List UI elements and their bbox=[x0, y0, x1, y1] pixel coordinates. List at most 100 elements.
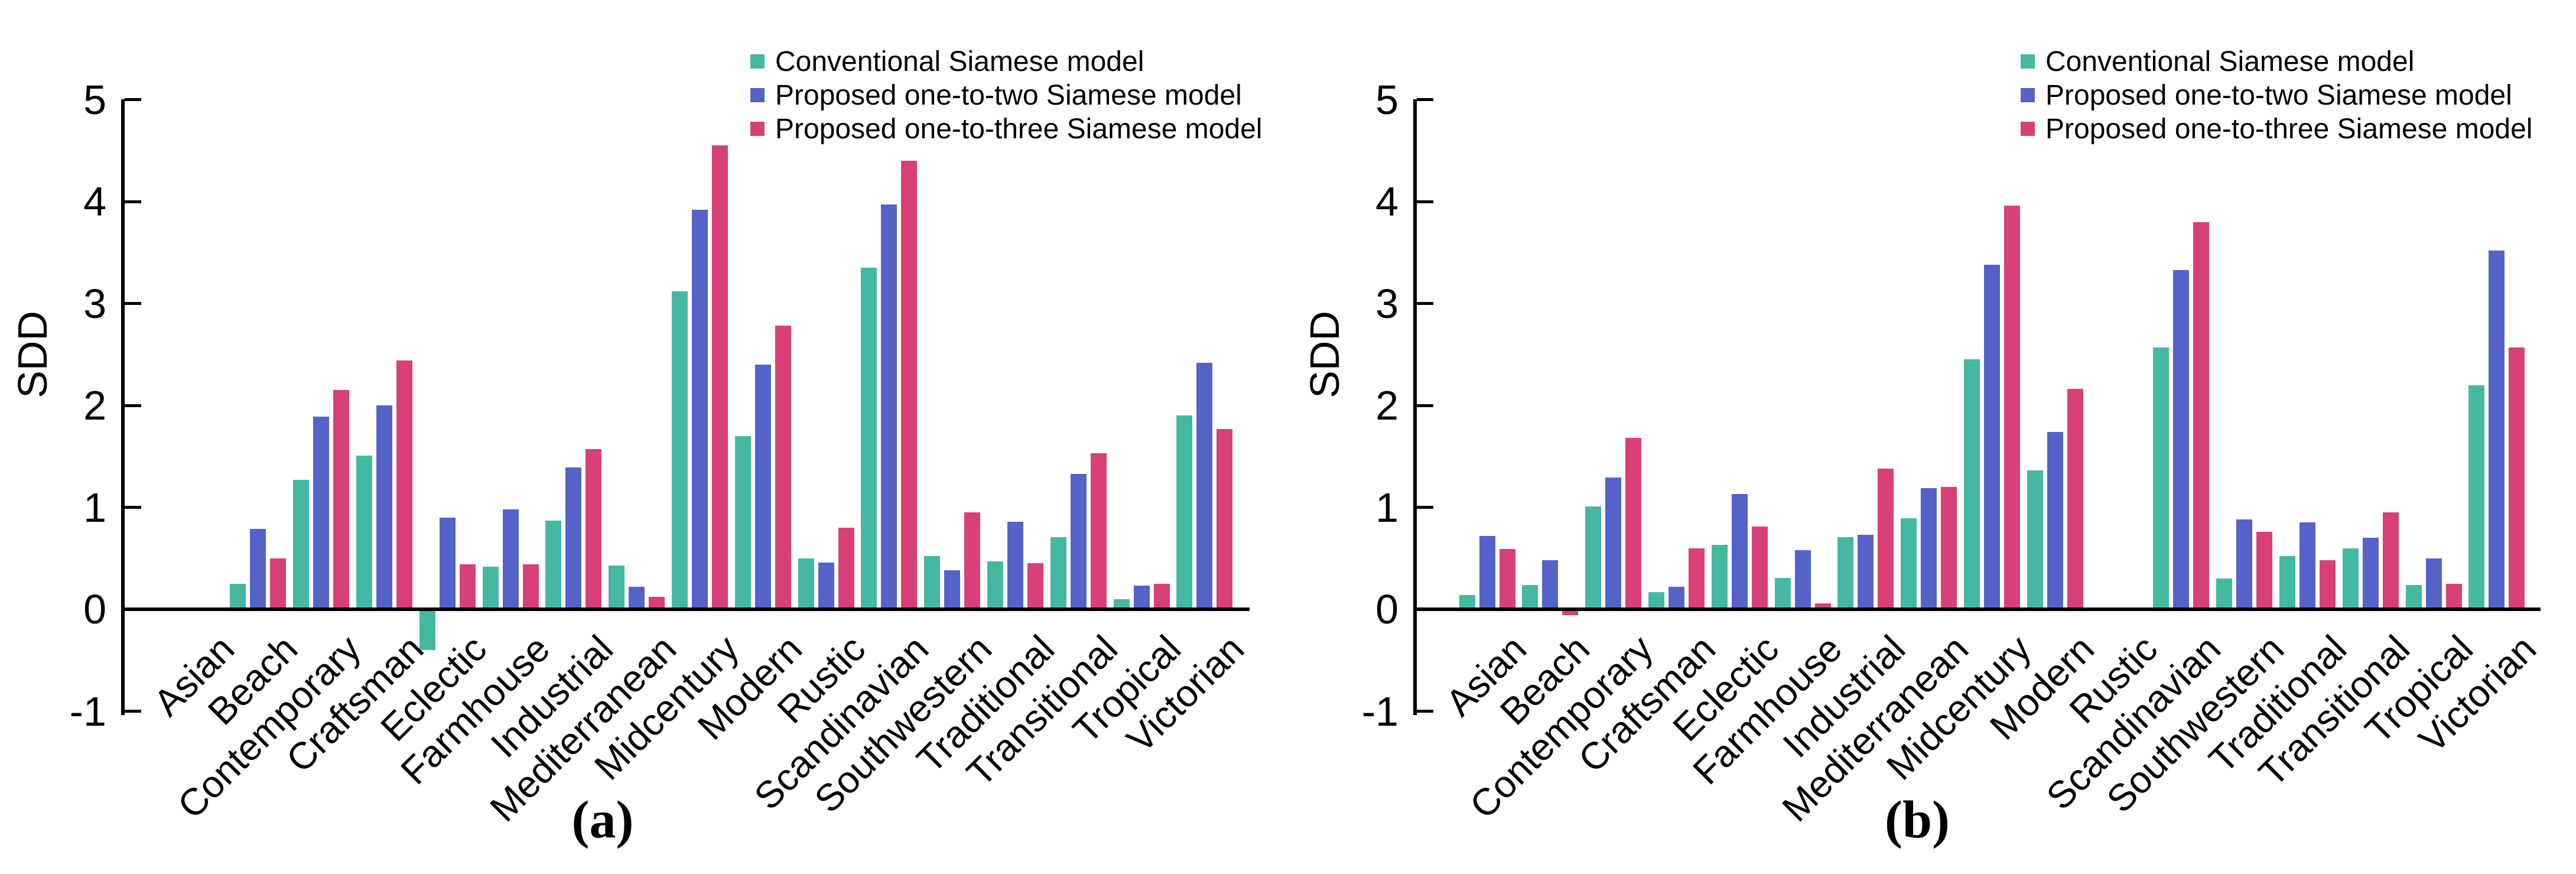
bar-teal-mediterranean-b bbox=[1901, 518, 1917, 609]
x-axis-line-a bbox=[121, 607, 1250, 611]
x-axis-line-b bbox=[1413, 607, 2541, 611]
y-tick-label-0-b: 0 bbox=[1375, 586, 1398, 632]
bar-blue-southwestern-a bbox=[944, 570, 961, 609]
bar-pink-industrial-b bbox=[1878, 468, 1894, 609]
bar-blue-traditional-b bbox=[2299, 522, 2315, 609]
legend-item-blue-b: Proposed one-to-two Siamese model bbox=[2021, 80, 2576, 113]
bar-pink-contemporary-b bbox=[1625, 438, 1642, 609]
y-tick-label--1-a: -1 bbox=[69, 688, 106, 735]
bar-blue-tropical-a bbox=[1133, 586, 1150, 609]
bar-teal-farmhouse-b bbox=[1774, 577, 1791, 609]
y-tick-label-0-a: 0 bbox=[83, 586, 106, 632]
bar-pink-transitional-b bbox=[2382, 512, 2399, 609]
y-tick-label-1-b: 1 bbox=[1375, 484, 1398, 531]
bar-pink-mediterranean-b bbox=[1941, 487, 1957, 609]
bar-pink-transitional-a bbox=[1090, 453, 1107, 609]
bar-blue-eclectic-a bbox=[439, 517, 456, 609]
bar-blue-beach-a bbox=[250, 528, 266, 609]
bar-teal-midcentury-a bbox=[671, 291, 688, 609]
y-tick-5-b bbox=[1417, 98, 1433, 101]
bar-pink-midcentury-a bbox=[711, 145, 728, 609]
bar-blue-midcentury-b bbox=[1983, 264, 2000, 609]
legend-item-blue-a: Proposed one-to-two Siamese model bbox=[750, 80, 1400, 113]
legend-label-proposed-one-to-three-siamese-model: Proposed one-to-three Siamese model bbox=[775, 113, 1263, 145]
y-tick-3-b bbox=[1417, 302, 1433, 305]
legend-label-conventional-siamese-model: Conventional Siamese model bbox=[775, 46, 1144, 77]
bar-teal-traditional-b bbox=[2279, 556, 2295, 609]
y-tick-4-a bbox=[125, 200, 141, 203]
bar-blue-farmhouse-b bbox=[1794, 550, 1811, 609]
y-tick-label-3-a: 3 bbox=[83, 280, 106, 327]
bar-blue-victorian-b bbox=[2489, 250, 2505, 609]
legend-swatch-teal-icon bbox=[750, 54, 765, 69]
legend-item-pink-a: Proposed one-to-three Siamese model bbox=[750, 113, 1400, 147]
bar-blue-farmhouse-a bbox=[502, 509, 519, 609]
bar-blue-craftsman-b bbox=[1668, 587, 1684, 609]
bar-pink-southwestern-b bbox=[2256, 531, 2273, 609]
bar-teal-rustic-a bbox=[798, 558, 814, 609]
bar-blue-beach-b bbox=[1542, 560, 1559, 609]
bar-teal-tropical-b bbox=[2405, 584, 2422, 609]
y-tick-label-5-a: 5 bbox=[83, 76, 106, 123]
y-tick-label-4-a: 4 bbox=[83, 178, 106, 225]
bar-teal-transitional-a bbox=[1050, 537, 1066, 609]
bar-blue-contemporary-a bbox=[313, 416, 330, 609]
bar-blue-scandinavian-b bbox=[2173, 269, 2190, 609]
bar-teal-eclectic-b bbox=[1711, 545, 1728, 609]
bar-teal-victorian-b bbox=[2468, 385, 2485, 609]
bar-blue-transitional-a bbox=[1070, 473, 1087, 609]
bar-blue-modern-a bbox=[754, 365, 771, 609]
bar-pink-beach-b bbox=[1562, 611, 1579, 615]
bar-pink-eclectic-a bbox=[459, 564, 476, 609]
y-axis-line-a bbox=[121, 99, 125, 715]
y-tick-label-5-b: 5 bbox=[1375, 76, 1398, 123]
bar-blue-scandinavian-a bbox=[881, 204, 897, 609]
bar-teal-eclectic-a bbox=[419, 611, 435, 650]
bar-teal-industrial-a bbox=[545, 520, 562, 609]
bar-teal-tropical-a bbox=[1113, 599, 1130, 609]
legend-swatch-blue-icon bbox=[2021, 88, 2035, 102]
bar-blue-midcentury-a bbox=[691, 209, 708, 609]
y-tick-0-b bbox=[1417, 607, 1433, 611]
bar-blue-southwestern-b bbox=[2236, 519, 2253, 609]
y-tick-label-1-a: 1 bbox=[83, 484, 106, 531]
y-tick-label-4-b: 4 bbox=[1375, 178, 1398, 225]
bar-teal-beach-a bbox=[230, 583, 246, 609]
legend-swatch-blue-icon bbox=[750, 88, 765, 102]
bar-pink-scandinavian-a bbox=[901, 161, 918, 609]
bar-pink-tropical-b bbox=[2445, 583, 2462, 609]
bar-teal-traditional-a bbox=[987, 561, 1003, 609]
y-tick-label-3-b: 3 bbox=[1375, 280, 1398, 327]
y-axis-line-b bbox=[1413, 99, 1417, 715]
bar-teal-craftsman-b bbox=[1648, 592, 1664, 609]
bar-blue-industrial-b bbox=[1858, 535, 1874, 609]
bar-pink-modern-a bbox=[775, 326, 791, 609]
legend-label-conventional-siamese-model: Conventional Siamese model bbox=[2045, 46, 2415, 77]
y-tick-1-a bbox=[125, 506, 141, 509]
bar-blue-rustic-a bbox=[818, 562, 834, 609]
bar-pink-traditional-b bbox=[2319, 560, 2336, 609]
legend-label-proposed-one-to-two-siamese-model: Proposed one-to-two Siamese model bbox=[775, 80, 1242, 111]
y-tick-1-b bbox=[1417, 506, 1433, 509]
legend-swatch-pink-icon bbox=[750, 122, 765, 136]
bar-blue-transitional-b bbox=[2362, 538, 2379, 609]
bar-pink-mediterranean-a bbox=[649, 597, 665, 609]
bar-teal-asian-b bbox=[1459, 594, 1475, 609]
y-tick-4-b bbox=[1417, 200, 1433, 203]
legend-label-proposed-one-to-three-siamese-model: Proposed one-to-three Siamese model bbox=[2045, 113, 2533, 145]
bar-teal-mediterranean-a bbox=[609, 565, 625, 609]
bar-teal-transitional-b bbox=[2342, 548, 2359, 609]
y-tick--1-b bbox=[1417, 710, 1433, 713]
y-tick--1-a bbox=[125, 710, 141, 713]
bar-pink-modern-b bbox=[2067, 389, 2083, 609]
bar-blue-mediterranean-b bbox=[1921, 488, 1937, 609]
bar-blue-mediterranean-a bbox=[629, 587, 645, 609]
bar-pink-craftsman-b bbox=[1688, 548, 1705, 609]
bar-blue-tropical-b bbox=[2425, 558, 2442, 609]
legend-item-teal-a: Conventional Siamese model bbox=[750, 46, 1400, 80]
bar-pink-midcentury-b bbox=[2003, 205, 2020, 609]
legend-item-pink-b: Proposed one-to-three Siamese model bbox=[2021, 113, 2576, 147]
bar-pink-beach-a bbox=[270, 558, 287, 609]
bar-teal-beach-b bbox=[1522, 584, 1539, 609]
bar-teal-southwestern-b bbox=[2216, 579, 2233, 609]
